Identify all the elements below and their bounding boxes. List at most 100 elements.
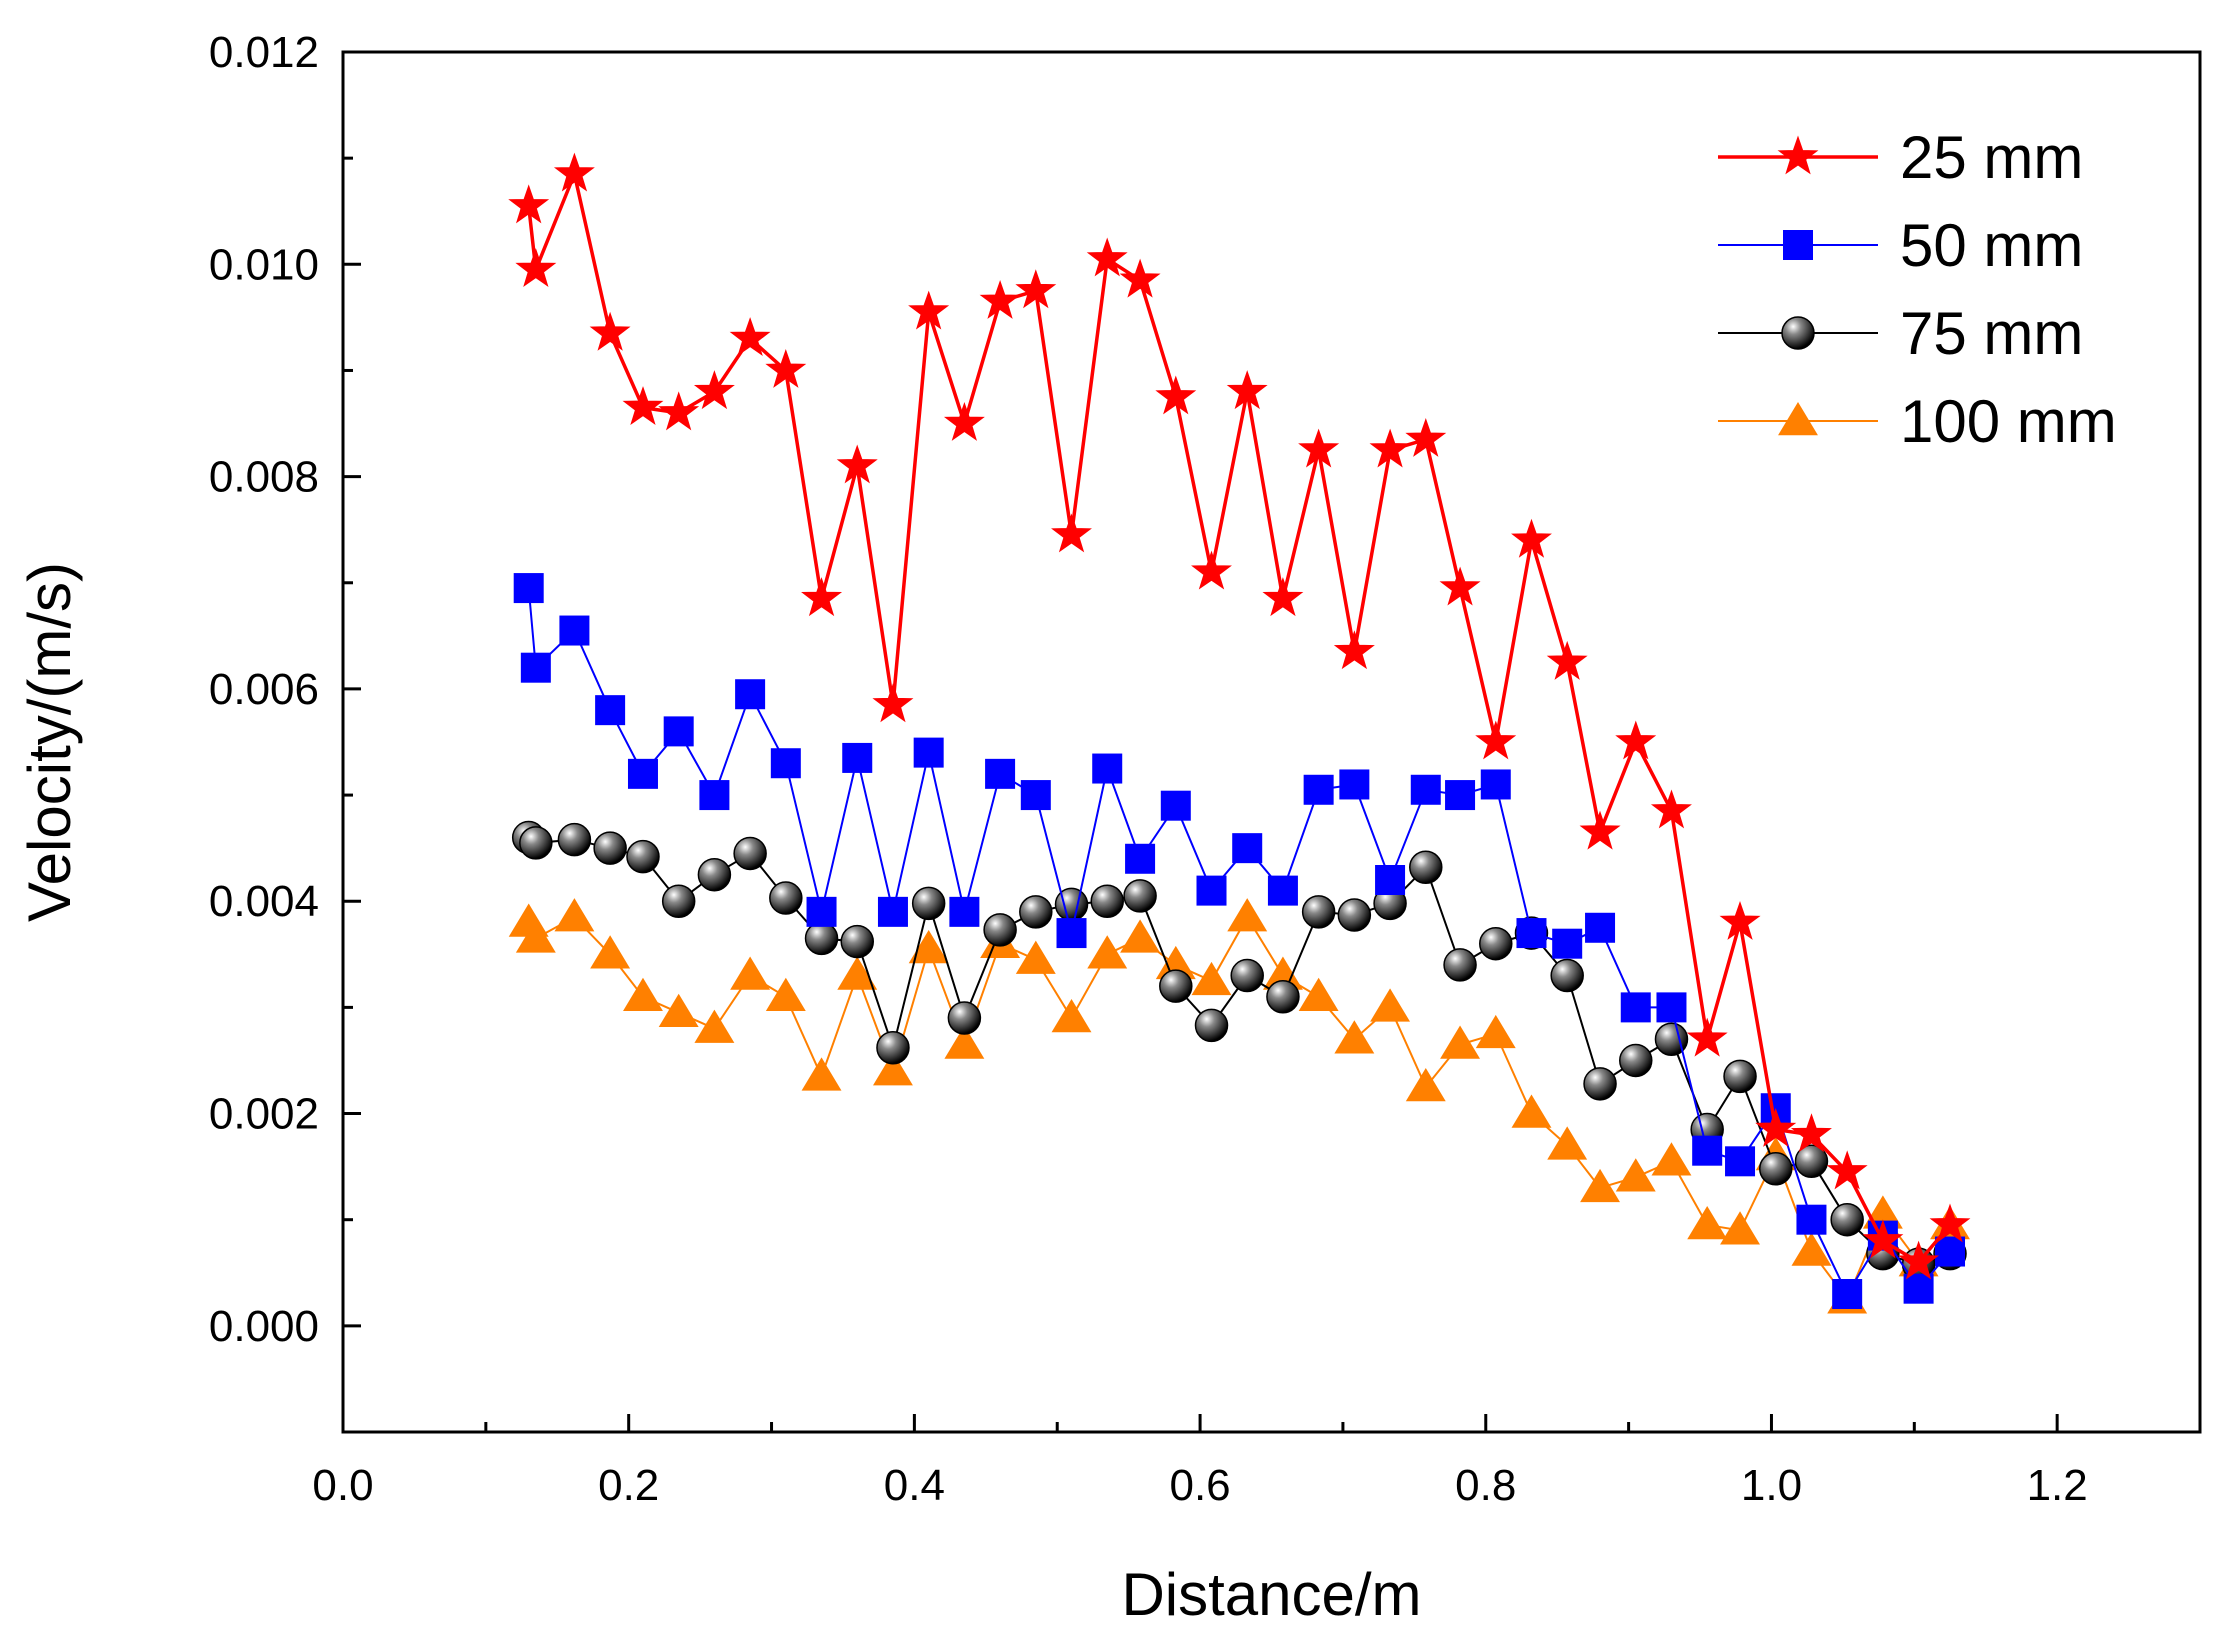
data-point-50mm xyxy=(985,758,1016,789)
x-tick-label: 0.0 xyxy=(312,1461,373,1510)
data-point-75mm xyxy=(1230,958,1264,993)
data-point-75mm xyxy=(1123,879,1157,913)
data-point-50mm xyxy=(949,896,980,927)
x-axis-title: Distance/m xyxy=(1121,1561,1421,1628)
data-point-75mm xyxy=(1723,1059,1757,1094)
plot-border xyxy=(341,50,2202,1434)
data-point-50mm xyxy=(627,758,658,789)
data-point-25mm xyxy=(943,401,985,441)
data-point-50mm xyxy=(1620,992,1651,1023)
legend-label: 50 mm xyxy=(1900,212,2083,279)
data-point-100mm xyxy=(1370,988,1411,1022)
data-point-25mm xyxy=(553,152,595,192)
data-point-50mm xyxy=(1092,753,1123,784)
data-point-75mm xyxy=(947,1001,982,1035)
data-point-75mm xyxy=(804,921,839,956)
data-point-50mm xyxy=(1410,774,1441,805)
y-tick-label: 0.000 xyxy=(209,1302,319,1351)
y-tick-label: 0.004 xyxy=(209,877,319,926)
data-point-50mm xyxy=(663,716,694,747)
data-point-50mm xyxy=(1692,1135,1723,1166)
data-point-25mm xyxy=(836,444,878,484)
x-tick-label: 1.0 xyxy=(1741,1461,1802,1510)
data-point-100mm xyxy=(1120,919,1161,953)
data-point-100mm xyxy=(1511,1094,1552,1128)
data-point-100mm xyxy=(590,935,631,969)
legend-entry-75mm: 75 mm xyxy=(1718,300,2083,367)
data-point-25mm xyxy=(1191,550,1232,590)
data-point-25mm xyxy=(1719,900,1761,940)
data-point-50mm xyxy=(735,679,766,710)
data-point-100mm xyxy=(730,956,771,990)
y-tick-label: 0.006 xyxy=(209,665,319,714)
legend-label: 100 mm xyxy=(1900,388,2117,455)
data-point-100mm xyxy=(1651,1142,1692,1176)
data-point-25mm xyxy=(693,370,735,410)
legend-swatch-marker xyxy=(1781,316,1815,350)
data-point-25mm xyxy=(1298,428,1340,468)
data-point-75mm xyxy=(1159,969,1193,1003)
data-point-25mm xyxy=(979,279,1021,319)
data-point-50mm xyxy=(1480,769,1511,800)
data-point-100mm xyxy=(1547,1126,1588,1160)
data-point-25mm xyxy=(1015,269,1057,309)
data-point-50mm xyxy=(1339,769,1370,800)
series-100mm xyxy=(508,898,1970,1314)
series-layer xyxy=(508,152,1971,1314)
data-point-100mm xyxy=(1227,898,1268,932)
data-point-100mm xyxy=(1687,1206,1728,1240)
data-point-75mm xyxy=(1794,1144,1829,1179)
data-point-100mm xyxy=(1405,1068,1446,1102)
data-point-100mm xyxy=(1580,1168,1620,1203)
data-point-75mm xyxy=(1443,948,1477,982)
data-point-25mm xyxy=(1119,258,1161,298)
data-point-25mm xyxy=(908,290,950,330)
data-point-100mm xyxy=(1615,1158,1656,1192)
data-point-100mm xyxy=(944,1025,985,1059)
data-point-50mm xyxy=(770,748,801,779)
data-point-100mm xyxy=(1475,1014,1516,1049)
data-point-50mm xyxy=(1935,1236,1966,1267)
data-point-25mm xyxy=(765,348,807,388)
data-point-50mm xyxy=(1020,780,1051,811)
data-point-100mm xyxy=(1262,956,1303,990)
data-point-100mm xyxy=(1791,1232,1832,1266)
data-point-25mm xyxy=(1546,640,1588,680)
data-point-25mm xyxy=(1475,720,1517,760)
data-point-50mm xyxy=(1160,790,1191,821)
x-tick-label: 0.2 xyxy=(598,1461,659,1510)
data-point-50mm xyxy=(1725,1146,1756,1177)
data-point-50mm xyxy=(877,896,908,927)
legend-label: 75 mm xyxy=(1900,300,2083,367)
data-point-100mm xyxy=(1298,977,1339,1012)
data-point-100mm xyxy=(694,1009,735,1043)
data-point-75mm xyxy=(519,826,553,860)
data-point-50mm xyxy=(1232,833,1263,864)
data-point-75mm xyxy=(1337,898,1372,932)
data-point-75mm xyxy=(1583,1067,1617,1101)
data-point-75mm xyxy=(1194,1008,1229,1043)
data-point-75mm xyxy=(661,884,696,918)
data-point-100mm xyxy=(1191,961,1232,996)
data-point-100mm xyxy=(801,1057,842,1091)
data-point-25mm xyxy=(1405,417,1447,457)
data-point-25mm xyxy=(1511,518,1552,558)
data-point-25mm xyxy=(801,577,843,617)
data-point-100mm xyxy=(1334,1020,1375,1054)
x-tick-label: 0.6 xyxy=(1169,1461,1230,1510)
data-point-75mm xyxy=(1550,958,1584,993)
data-point-25mm xyxy=(1650,789,1692,829)
data-point-75mm xyxy=(1830,1202,1864,1237)
data-point-25mm xyxy=(1615,720,1657,760)
y-tick-label: 0.012 xyxy=(209,28,319,77)
y-tick-label: 0.010 xyxy=(209,240,319,289)
data-point-50mm xyxy=(559,615,590,646)
data-point-100mm xyxy=(1087,935,1128,969)
data-point-75mm xyxy=(911,886,946,921)
data-point-75mm xyxy=(626,839,660,874)
y-tick-label: 0.008 xyxy=(209,453,319,502)
x-tick-label: 1.2 xyxy=(2027,1461,2088,1510)
data-point-100mm xyxy=(1155,945,1196,980)
data-point-50mm xyxy=(913,737,944,768)
